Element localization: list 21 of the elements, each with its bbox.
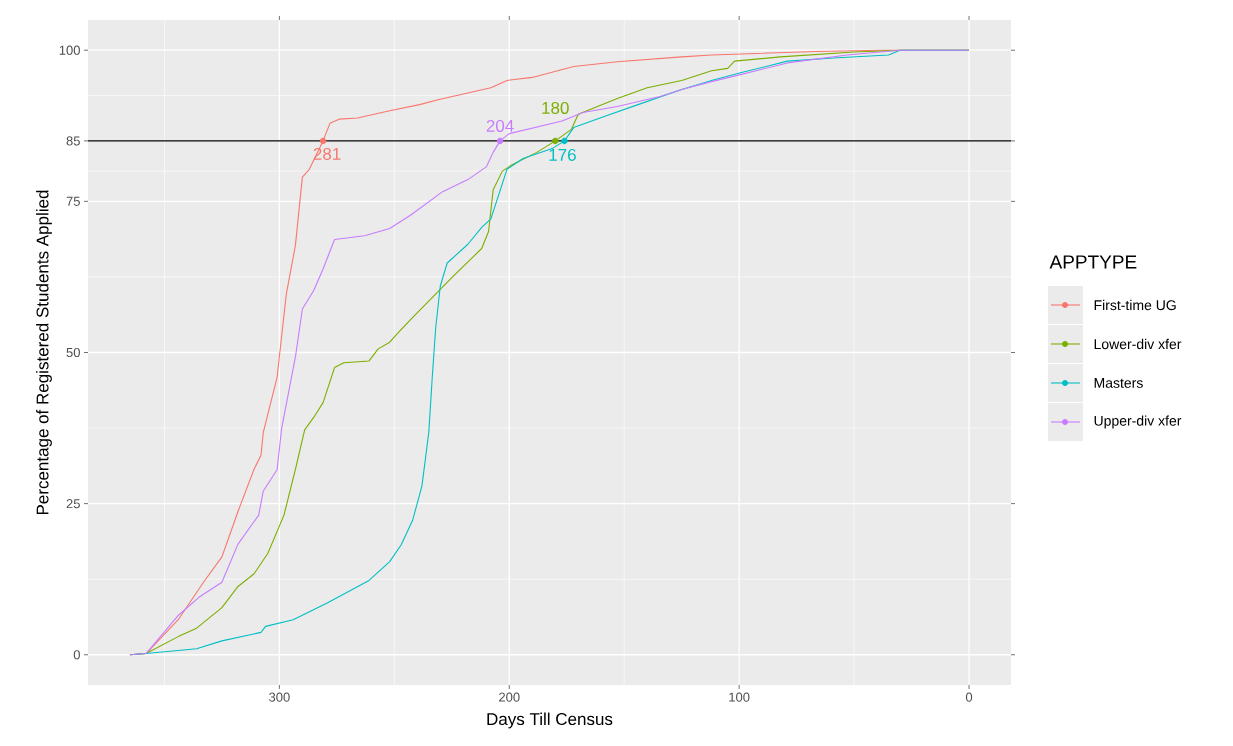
x-tick-label: 300	[269, 692, 290, 702]
annotation: 204	[486, 119, 514, 132]
annotation: 176	[549, 148, 576, 161]
legend-label: First-time UG	[1094, 299, 1176, 311]
y-tick-label: 0	[73, 650, 80, 660]
x-tick-label: 0	[965, 692, 973, 702]
line-series	[129, 49, 970, 656]
legend-label: Upper-div xfer	[1094, 415, 1182, 429]
y-tick-label: 25	[66, 499, 80, 509]
y-tick-label: 100	[59, 45, 80, 55]
legend-label: Masters	[1094, 378, 1143, 388]
legend-title: APPTYPE	[1049, 255, 1137, 269]
x-tick-label: 200	[499, 692, 520, 702]
annotation: 180	[542, 101, 569, 114]
y-tick-label: 50	[66, 347, 80, 358]
y-axis-title: Percentage of Registered Students Applied	[36, 190, 52, 515]
x-tick-label: 100	[729, 692, 750, 702]
y-tick-label: 85	[66, 136, 80, 146]
x-axis-title: Days Till Census	[487, 712, 613, 729]
legend-label: Lower-div xfer	[1094, 338, 1182, 350]
y-tick-label: 75	[66, 196, 80, 206]
